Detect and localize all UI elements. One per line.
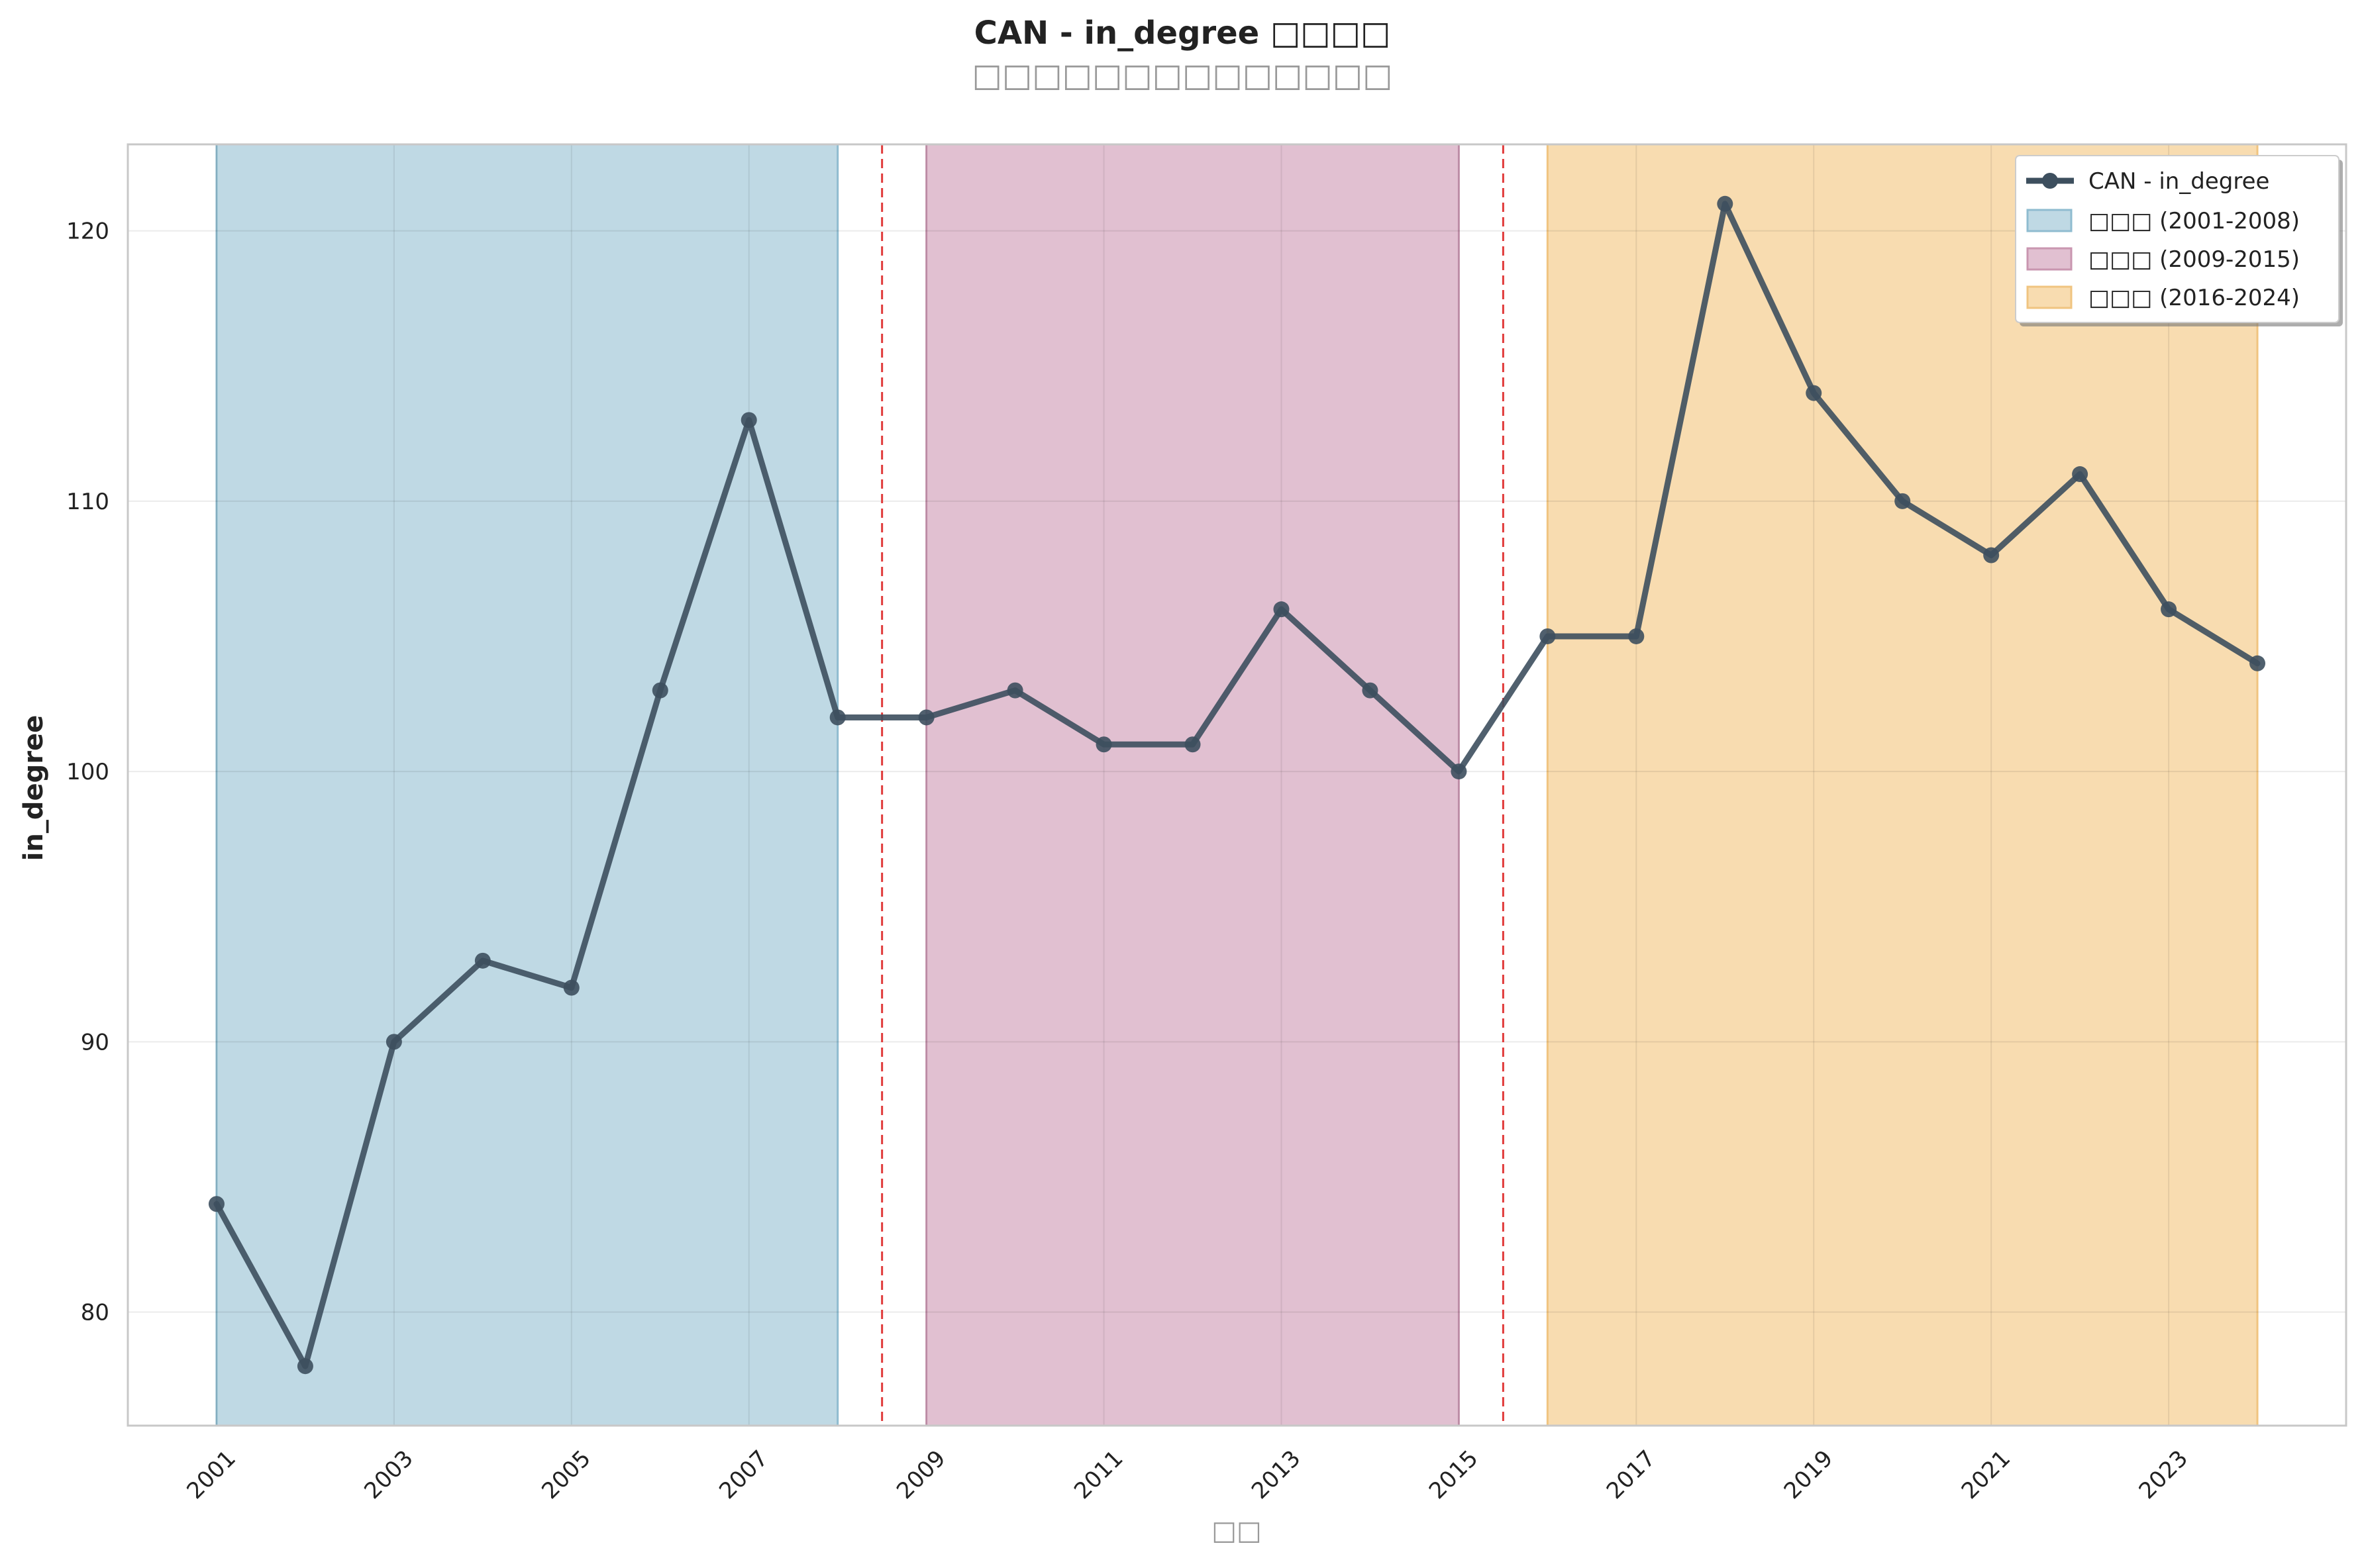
- data-point: [1007, 682, 1023, 699]
- data-point: [474, 952, 491, 969]
- legend-entry-period: □□□ (2001-2008): [2088, 208, 2300, 234]
- x-tick-label: 2011: [1069, 1445, 1128, 1504]
- y-tick-label: 120: [66, 219, 109, 245]
- x-tick-label: 2005: [537, 1445, 595, 1504]
- period-bands: [215, 143, 2259, 1427]
- x-tick-label: 2001: [181, 1445, 240, 1504]
- data-point: [1894, 493, 1911, 509]
- data-point: [652, 682, 668, 699]
- x-tick-label: 2009: [892, 1445, 951, 1504]
- x-tick-label: 2017: [1602, 1445, 1661, 1504]
- data-point: [1362, 682, 1378, 699]
- y-tick-label: 100: [66, 759, 109, 785]
- period-band-1: [215, 143, 839, 1427]
- y-axis-ticks: 80 90 100 110 120: [66, 219, 109, 1326]
- chart-title: CAN - in_degree □□□□: [974, 15, 1391, 52]
- x-tick-label: 2003: [359, 1445, 418, 1504]
- data-point: [1096, 736, 1112, 753]
- data-point: [385, 1034, 402, 1050]
- data-point: [563, 979, 580, 996]
- data-point: [297, 1358, 313, 1375]
- y-tick-label: 90: [81, 1029, 109, 1055]
- data-point: [1273, 601, 1290, 618]
- data-point: [1184, 736, 1201, 753]
- series-layer: [208, 195, 2266, 1375]
- data-point: [741, 412, 757, 428]
- x-tick-label: 2023: [2134, 1445, 2193, 1504]
- grid-lines: [128, 144, 2346, 1426]
- data-point: [2072, 466, 2088, 483]
- data-point: [1983, 547, 2000, 564]
- y-tick-label: 80: [81, 1300, 109, 1326]
- legend: CAN - in_degree □□□ (2001-2008) □□□ (2009-…: [2015, 155, 2343, 326]
- x-axis-label: □□: [1211, 1516, 1262, 1546]
- period-band-2: [925, 143, 1460, 1427]
- y-tick-label: 110: [66, 489, 109, 515]
- data-point: [829, 709, 846, 726]
- plot-frame: [127, 143, 2347, 1427]
- x-tick-label: 2007: [714, 1445, 773, 1504]
- legend-marker: [2042, 173, 2058, 189]
- legend-swatch-period-1: [2026, 209, 2073, 232]
- legend-box: [2015, 155, 2339, 323]
- legend-entry-period: □□□ (2016-2024): [2088, 285, 2300, 311]
- chart-subtitle: □□□□□□□□□□□□□□: [972, 57, 1393, 94]
- data-point: [208, 1196, 225, 1212]
- x-tick-label: 2015: [1424, 1445, 1483, 1504]
- data-point: [2249, 655, 2266, 671]
- data-point: [918, 709, 935, 726]
- y-axis-label: in_degree: [19, 715, 49, 861]
- x-tick-label: 2019: [1779, 1445, 1838, 1504]
- data-point: [1717, 195, 1733, 212]
- data-point: [1451, 763, 1467, 780]
- legend-swatch-period-3: [2026, 285, 2073, 309]
- x-tick-label: 2013: [1247, 1445, 1306, 1504]
- data-point: [1539, 628, 1556, 644]
- series-line-1: [213, 201, 2261, 1369]
- legend-entry-period: □□□ (2009-2015): [2088, 246, 2300, 273]
- legend-entry-series: CAN - in_degree: [2088, 168, 2269, 195]
- period-dividers: [881, 144, 1504, 1426]
- x-tick-label: 2021: [1957, 1445, 2016, 1504]
- x-axis-ticks: 2001 2003 2005 2007 2009 2011 2013 2015 2017 2019…: [181, 1445, 2193, 1504]
- legend-swatch-period-2: [2026, 247, 2073, 271]
- data-point: [1628, 628, 1645, 644]
- data-point: [1806, 385, 1822, 401]
- period-band-3: [1546, 143, 2259, 1427]
- data-point: [2161, 601, 2177, 618]
